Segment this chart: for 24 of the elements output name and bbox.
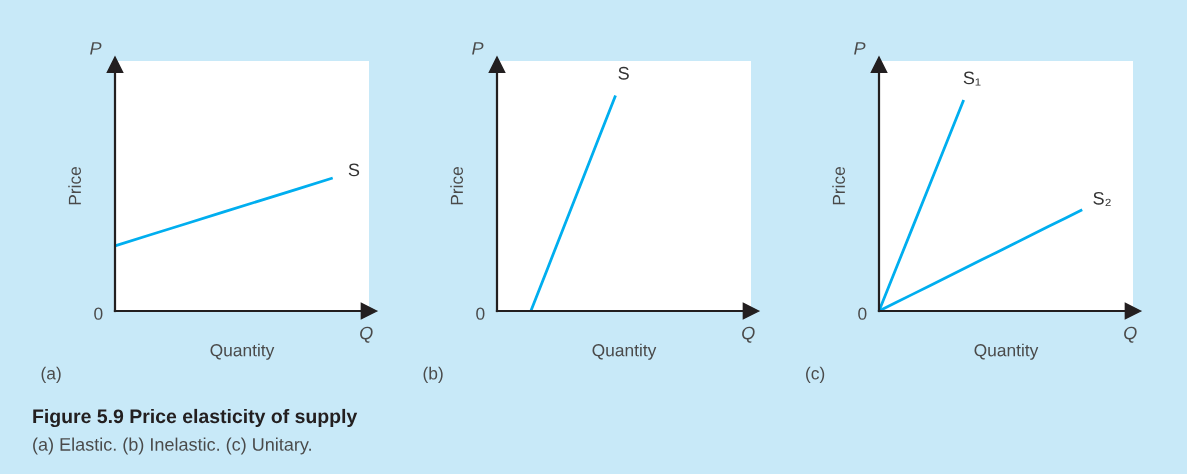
- y-axis-title: Price: [450, 166, 464, 205]
- text: P: [854, 42, 866, 55]
- y-axis-title: Price: [68, 166, 82, 205]
- text: (a) Elastic. (b) Inelastic. (c) Unitary.: [33, 437, 311, 455]
- text: P: [472, 42, 484, 55]
- text: Q: [360, 326, 373, 343]
- text: P: [90, 42, 102, 55]
- text: (c): [806, 366, 825, 383]
- text: (b): [423, 366, 443, 383]
- series-label: S: [348, 163, 360, 177]
- series-label: S₁: [963, 71, 981, 86]
- text: Q: [742, 326, 755, 343]
- text: (a): [41, 366, 61, 383]
- text: Q: [1124, 326, 1137, 343]
- series-label: S: [618, 66, 629, 80]
- text: 0: [94, 307, 103, 320]
- text: Figure 5.9 Price elasticity of supply: [33, 408, 358, 428]
- text: 0: [858, 307, 867, 320]
- y-axis-title: Price: [832, 166, 846, 205]
- text: 0: [476, 307, 485, 320]
- x-axis-title: Quantity: [974, 343, 1039, 360]
- series-label: S₂: [1093, 191, 1111, 207]
- x-axis-title: Quantity: [210, 343, 275, 360]
- x-axis-title: Quantity: [592, 343, 657, 360]
